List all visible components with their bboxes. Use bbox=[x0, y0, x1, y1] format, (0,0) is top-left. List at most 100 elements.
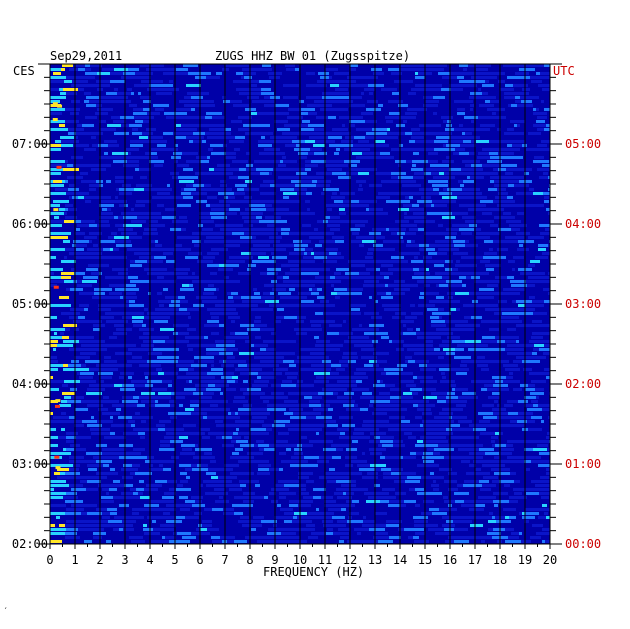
heat-cell bbox=[255, 336, 261, 339]
heat-cell bbox=[61, 272, 74, 275]
heat-cell bbox=[234, 260, 245, 263]
heatmap-row bbox=[50, 180, 532, 183]
heat-cell bbox=[127, 360, 136, 363]
heat-cell bbox=[123, 296, 137, 299]
heat-cell bbox=[163, 508, 176, 511]
heat-cell bbox=[403, 332, 406, 335]
heat-cell bbox=[181, 444, 195, 447]
heat-cell bbox=[370, 464, 386, 467]
heat-cell bbox=[285, 64, 295, 67]
heat-cell bbox=[106, 204, 114, 207]
heat-cell bbox=[430, 472, 434, 475]
heat-cell bbox=[89, 184, 95, 187]
heat-cell bbox=[339, 100, 353, 103]
heat-cell bbox=[97, 72, 110, 75]
heat-cell bbox=[270, 292, 274, 295]
heat-cell bbox=[263, 132, 273, 135]
heat-cell bbox=[267, 404, 280, 407]
heat-cell bbox=[410, 424, 415, 427]
heat-cell bbox=[341, 484, 356, 487]
heat-cell bbox=[119, 444, 125, 447]
heat-cell bbox=[122, 396, 133, 399]
heat-cell bbox=[335, 296, 340, 299]
heat-cell bbox=[547, 432, 550, 435]
heat-cell bbox=[172, 220, 188, 223]
heat-cell bbox=[308, 124, 324, 127]
heat-cell bbox=[356, 180, 366, 183]
heat-cell bbox=[523, 272, 534, 275]
heat-cell bbox=[105, 296, 109, 299]
heat-cell bbox=[388, 504, 400, 507]
heat-cell bbox=[485, 172, 498, 175]
heat-cell bbox=[196, 200, 207, 203]
heat-cell bbox=[353, 432, 356, 435]
heat-cell bbox=[512, 268, 515, 271]
heat-cell bbox=[251, 368, 262, 371]
heat-cell bbox=[84, 148, 90, 151]
heat-cell bbox=[350, 124, 355, 127]
heat-cell bbox=[323, 188, 339, 191]
heat-cell bbox=[155, 84, 161, 87]
heat-cell bbox=[460, 108, 465, 111]
heat-cell bbox=[159, 448, 175, 451]
heat-cell bbox=[149, 220, 155, 223]
heat-cell bbox=[362, 276, 377, 279]
heat-cell bbox=[482, 92, 488, 95]
heat-cell bbox=[114, 516, 129, 519]
heat-cell bbox=[420, 424, 423, 427]
heat-cell bbox=[488, 64, 491, 67]
heat-cell bbox=[355, 224, 365, 227]
heat-cell bbox=[516, 132, 524, 135]
heat-cell bbox=[421, 196, 431, 199]
heat-cell bbox=[142, 72, 153, 75]
heat-cell bbox=[168, 412, 179, 415]
heat-cell bbox=[428, 180, 442, 183]
heatmap-row bbox=[66, 508, 550, 511]
heat-cell bbox=[122, 400, 138, 403]
heat-cell bbox=[119, 504, 129, 507]
heat-cell bbox=[537, 444, 548, 447]
heat-cell bbox=[533, 348, 539, 351]
heat-cell bbox=[257, 376, 261, 379]
heat-cell bbox=[182, 536, 196, 539]
spectrogram-heatmap bbox=[50, 64, 550, 543]
heat-cell bbox=[331, 220, 338, 223]
heat-cell bbox=[50, 164, 59, 167]
heat-cell bbox=[461, 460, 466, 463]
heat-cell bbox=[279, 452, 286, 455]
heat-cell bbox=[133, 324, 142, 327]
heat-cell bbox=[532, 440, 544, 443]
heat-cell bbox=[211, 248, 221, 251]
heat-cell bbox=[97, 108, 113, 111]
heat-cell bbox=[81, 512, 87, 515]
heat-cell bbox=[331, 284, 334, 287]
heatmap-row bbox=[55, 188, 550, 191]
heat-cell bbox=[388, 428, 403, 431]
heat-cell bbox=[115, 224, 123, 227]
heat-cell bbox=[463, 140, 471, 143]
heat-cell bbox=[325, 248, 338, 251]
heat-cell bbox=[256, 168, 262, 171]
heat-cell bbox=[309, 404, 321, 407]
heat-cell bbox=[432, 68, 444, 71]
heat-cell bbox=[329, 252, 337, 255]
heat-cell bbox=[184, 104, 191, 107]
heat-cell bbox=[79, 376, 93, 379]
x-tick-label: 14 bbox=[393, 553, 407, 567]
heat-cell bbox=[123, 464, 132, 467]
heat-cell bbox=[508, 536, 519, 539]
heat-cell bbox=[101, 212, 113, 215]
heat-cell bbox=[224, 244, 240, 247]
heat-cell bbox=[222, 188, 232, 191]
heat-cell bbox=[302, 444, 313, 447]
heat-cell bbox=[409, 488, 415, 491]
heat-cell bbox=[182, 448, 192, 451]
heat-cell bbox=[385, 408, 396, 411]
heat-cell bbox=[296, 232, 309, 235]
heat-cell bbox=[424, 172, 431, 175]
heat-cell bbox=[243, 380, 248, 383]
heat-cell bbox=[445, 268, 452, 271]
heat-cell bbox=[84, 100, 89, 103]
heat-cell bbox=[332, 100, 339, 103]
heat-cell bbox=[439, 192, 452, 195]
